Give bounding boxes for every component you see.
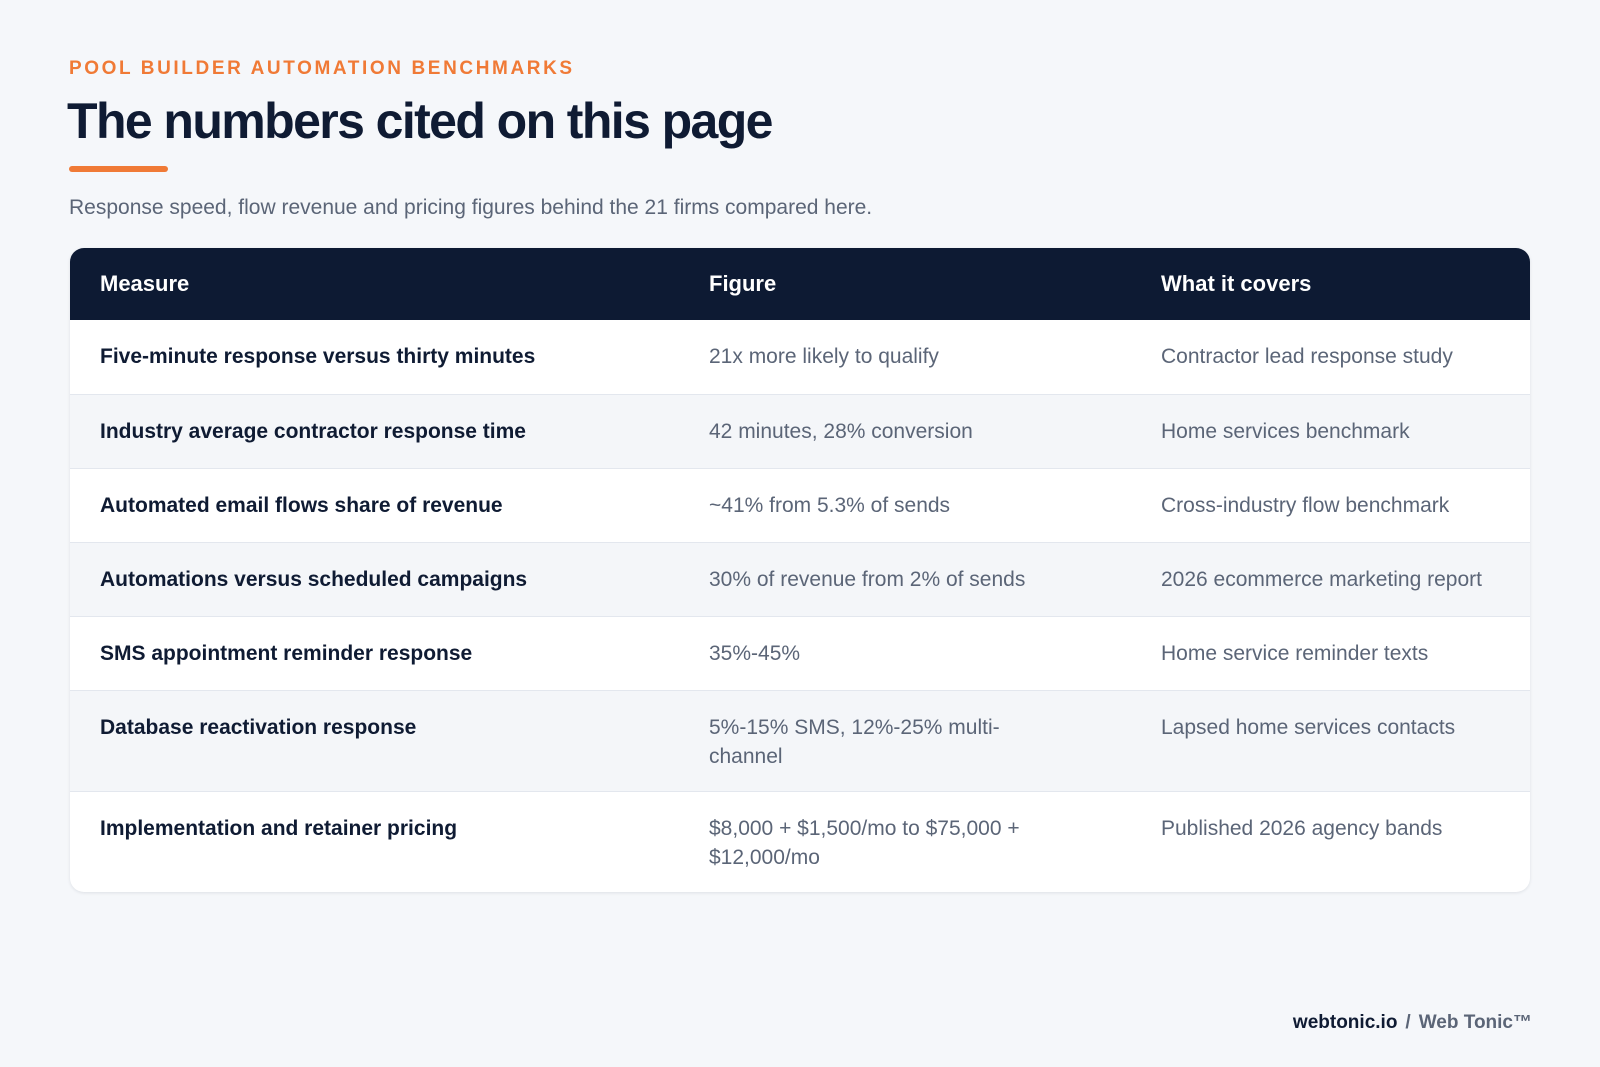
table-row: Five-minute response versus thirty minut… (70, 320, 1530, 394)
benchmarks-table-card: Measure Figure What it covers Five-minut… (70, 248, 1530, 892)
cell-what-it-covers: Cross-industry flow benchmark (1161, 493, 1450, 517)
benchmarks-table: Measure Figure What it covers Five-minut… (70, 248, 1530, 892)
cell-what-it-covers: Home services benchmark (1161, 419, 1410, 443)
table-header-row: Measure Figure What it covers (70, 248, 1530, 320)
cell-measure: Automated email flows share of revenue (100, 493, 503, 517)
page-subtitle: Response speed, flow revenue and pricing… (69, 196, 873, 219)
cell-figure: $8,000 + $1,500/mo to $75,000 + $12,000/… (709, 816, 1020, 869)
cell-measure: SMS appointment reminder response (100, 641, 473, 665)
table-row: Implementation and retainer pricing $8,0… (70, 791, 1530, 892)
cell-measure: Implementation and retainer pricing (100, 816, 458, 840)
cell-what-it-covers: Home service reminder texts (1161, 641, 1429, 665)
table-body: Five-minute response versus thirty minut… (70, 320, 1530, 892)
footer-brand: Web Tonic™ (1418, 1012, 1532, 1033)
cell-measure: Database reactivation response (100, 715, 417, 739)
footer-credit: webtonic.io / Web Tonic™ (1293, 1012, 1532, 1034)
cell-what-it-covers: Contractor lead response study (1161, 345, 1453, 369)
footer-site-link[interactable]: webtonic.io (1292, 1012, 1398, 1033)
cell-figure: ~41% from 5.3% of sends (709, 493, 951, 517)
table-row: Automations versus scheduled campaigns 3… (70, 542, 1530, 616)
page-title: The numbers cited on this page (67, 93, 773, 149)
cell-measure: Industry average contractor response tim… (100, 419, 526, 443)
cell-what-it-covers: Published 2026 agency bands (1161, 816, 1443, 840)
column-header-measure: Measure (100, 271, 190, 296)
cell-figure: 5%-15% SMS, 12%-25% multi-channel (709, 715, 1000, 768)
cell-figure: 42 minutes, 28% conversion (709, 419, 973, 443)
table-row: Automated email flows share of revenue ~… (70, 468, 1530, 542)
eyebrow-label: POOL BUILDER AUTOMATION BENCHMARKS (69, 58, 575, 79)
footer-separator: / (1405, 1012, 1411, 1033)
cell-measure: Automations versus scheduled campaigns (100, 567, 528, 591)
cell-figure: 35%-45% (709, 641, 801, 665)
cell-measure: Five-minute response versus thirty minut… (100, 345, 536, 369)
table-row: Database reactivation response 5%-15% SM… (70, 690, 1530, 791)
table-row: SMS appointment reminder response 35%-45… (70, 616, 1530, 690)
cell-figure: 30% of revenue from 2% of sends (709, 567, 1026, 591)
column-header-what-it-covers: What it covers (1161, 271, 1312, 296)
cell-what-it-covers: 2026 ecommerce marketing report (1161, 567, 1482, 591)
table-row: Industry average contractor response tim… (70, 394, 1530, 468)
cell-what-it-covers: Lapsed home services contacts (1161, 715, 1456, 739)
table-header: Measure Figure What it covers (70, 248, 1530, 320)
column-header-figure: Figure (709, 271, 777, 296)
cell-figure: 21x more likely to qualify (709, 345, 939, 369)
title-accent-rule (69, 166, 168, 172)
